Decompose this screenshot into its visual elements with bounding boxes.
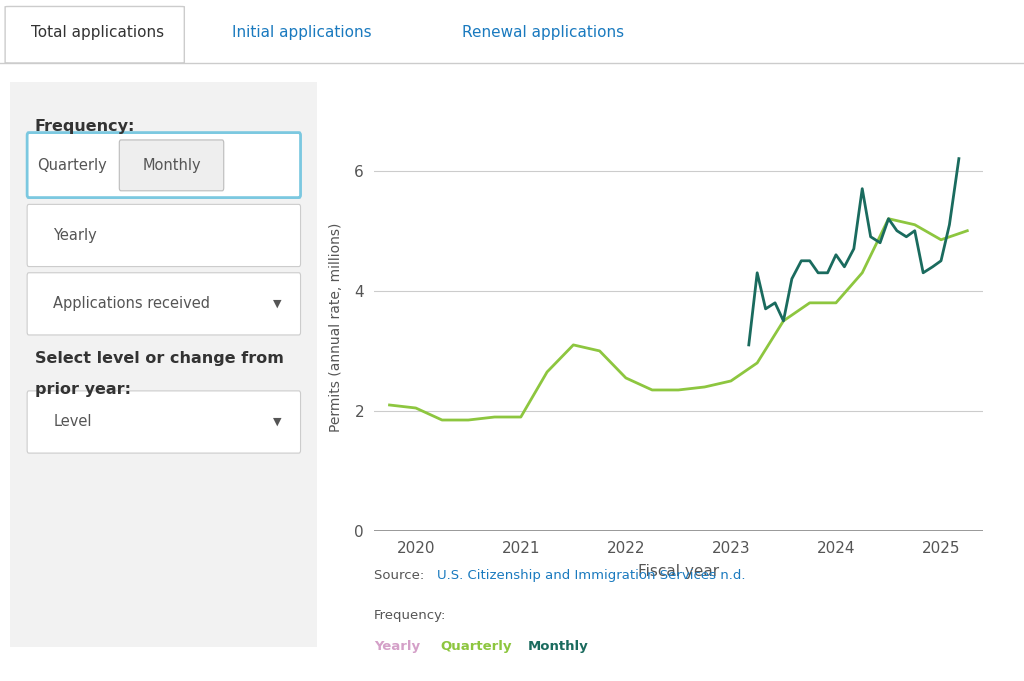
Text: Yearly: Yearly xyxy=(374,640,420,653)
FancyBboxPatch shape xyxy=(28,204,301,266)
Text: Yearly: Yearly xyxy=(53,228,97,243)
Text: Renewal applications: Renewal applications xyxy=(462,25,624,40)
Text: Monthly: Monthly xyxy=(527,640,588,653)
FancyBboxPatch shape xyxy=(28,133,301,197)
Text: Level: Level xyxy=(53,415,92,430)
Text: ▼: ▼ xyxy=(273,417,282,427)
FancyBboxPatch shape xyxy=(7,76,321,652)
Text: prior year:: prior year: xyxy=(35,382,131,397)
FancyBboxPatch shape xyxy=(5,7,184,63)
Y-axis label: Permits (annual rate, millions): Permits (annual rate, millions) xyxy=(329,222,343,432)
Text: ▼: ▼ xyxy=(273,299,282,309)
Text: Quarterly: Quarterly xyxy=(440,640,512,653)
Text: Monthly: Monthly xyxy=(142,158,201,173)
Text: Total applications: Total applications xyxy=(31,25,164,40)
X-axis label: Fiscal year: Fiscal year xyxy=(638,565,719,580)
Text: Initial applications: Initial applications xyxy=(232,25,372,40)
Text: Source:: Source: xyxy=(374,569,428,582)
Text: Frequency:: Frequency: xyxy=(35,119,135,134)
FancyBboxPatch shape xyxy=(28,273,301,335)
Text: Applications received: Applications received xyxy=(53,296,210,311)
Text: U.S. Citizenship and Immigration Services n.d.: U.S. Citizenship and Immigration Service… xyxy=(437,569,745,582)
Text: Quarterly: Quarterly xyxy=(37,158,106,173)
Text: Frequency:: Frequency: xyxy=(374,609,446,622)
FancyBboxPatch shape xyxy=(28,391,301,453)
FancyBboxPatch shape xyxy=(119,140,224,191)
Text: Select level or change from: Select level or change from xyxy=(35,351,284,366)
